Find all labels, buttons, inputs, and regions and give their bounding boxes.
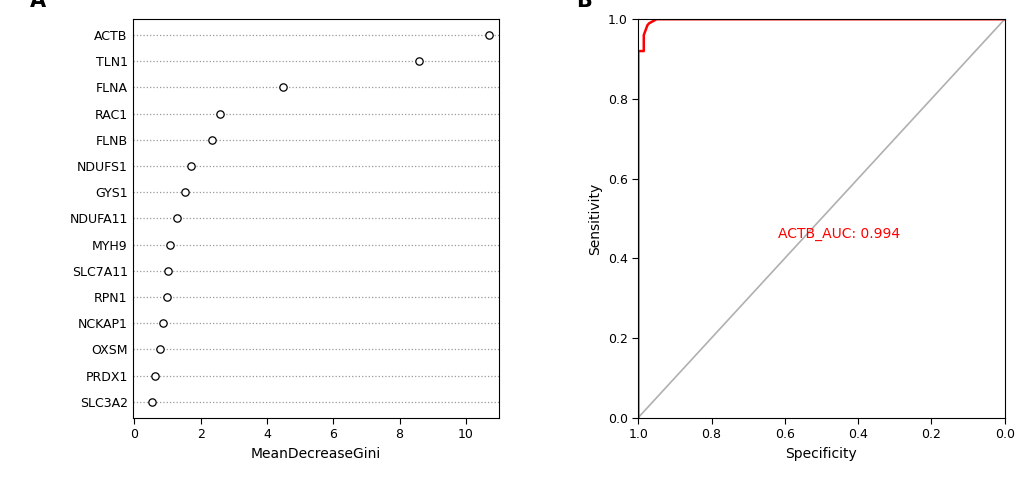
Point bbox=[275, 84, 291, 91]
Text: ACTB_AUC: 0.994: ACTB_AUC: 0.994 bbox=[776, 228, 899, 241]
Point bbox=[144, 398, 160, 406]
X-axis label: MeanDecreaseGini: MeanDecreaseGini bbox=[251, 446, 380, 461]
Point bbox=[204, 136, 220, 144]
Point bbox=[168, 215, 184, 222]
Y-axis label: Sensitivity: Sensitivity bbox=[588, 182, 601, 254]
Point bbox=[158, 293, 174, 301]
Point bbox=[183, 162, 200, 170]
Point bbox=[147, 372, 163, 380]
Point bbox=[411, 57, 427, 65]
Text: B: B bbox=[576, 0, 591, 11]
Point bbox=[155, 319, 171, 327]
Point bbox=[480, 31, 496, 39]
Point bbox=[162, 241, 178, 249]
Point bbox=[176, 188, 193, 196]
Point bbox=[152, 346, 168, 353]
X-axis label: Specificity: Specificity bbox=[785, 446, 857, 461]
Point bbox=[160, 267, 176, 275]
Text: A: A bbox=[30, 0, 46, 11]
Point bbox=[212, 110, 228, 118]
